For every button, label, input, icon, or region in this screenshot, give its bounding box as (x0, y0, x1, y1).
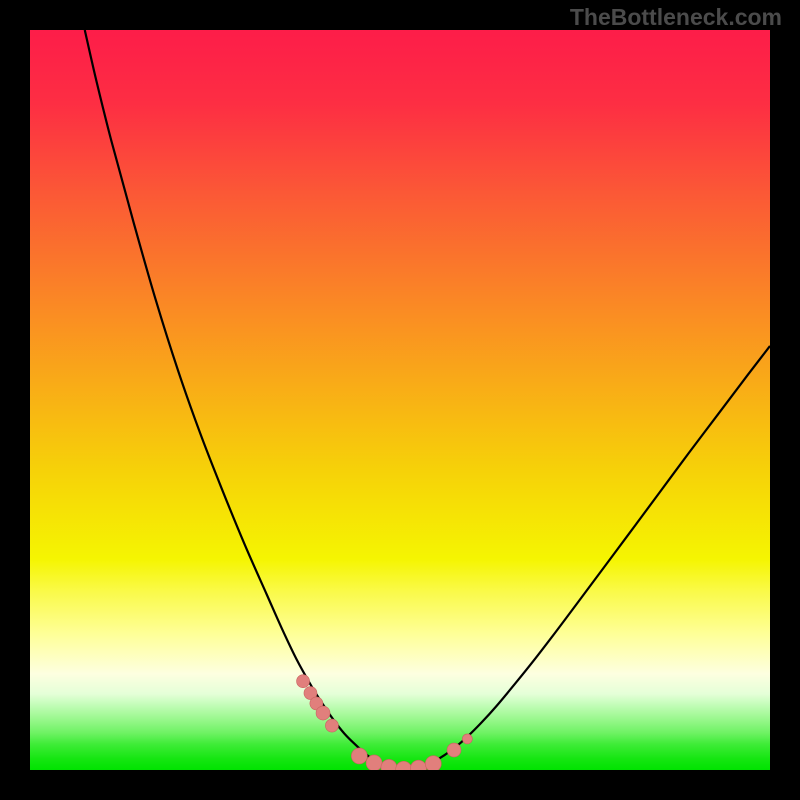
data-marker (425, 756, 441, 770)
data-marker (325, 719, 338, 732)
data-marker (297, 675, 310, 688)
data-marker (316, 706, 330, 720)
chart-frame: TheBottleneck.com (0, 0, 800, 800)
plot-area (30, 30, 770, 770)
bottleneck-curve-chart (30, 30, 770, 770)
data-marker (462, 734, 472, 744)
data-marker (351, 748, 367, 764)
data-marker (366, 755, 382, 770)
data-marker (447, 743, 461, 757)
watermark-label: TheBottleneck.com (570, 4, 782, 31)
